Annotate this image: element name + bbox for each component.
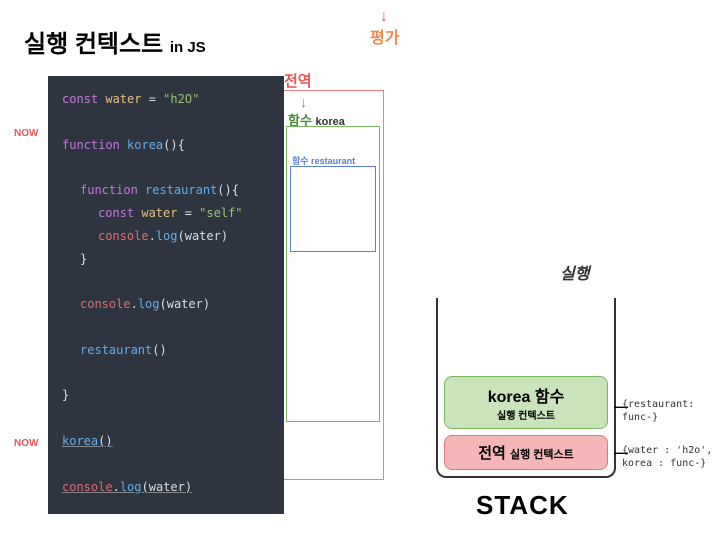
frame-subtitle: 실행 컨텍스트 [510, 449, 574, 461]
frame-title: 전역 [478, 445, 510, 462]
title-main: 실행 컨텍스트 [24, 31, 163, 58]
stack-note-1: {restaurant: func-} [622, 398, 694, 424]
stack-label: STACK [476, 490, 569, 521]
global-box-label: 전역 [284, 70, 312, 91]
code-line: console.log(water) [62, 225, 270, 248]
code-line: console.log(water) [62, 293, 270, 316]
now-marker-2: NOW [14, 438, 38, 449]
stack-frame-global: 전역 실행 컨텍스트 [444, 435, 608, 470]
stack-container: korea 함수 실행 컨텍스트 전역 실행 컨텍스트 [436, 298, 616, 478]
execution-label: 실행 [560, 260, 589, 284]
box-arrow-icon: ↓ [300, 94, 307, 110]
stack-note-2: {water : 'h2o', korea : func-} [622, 444, 712, 470]
restaurant-scope-box [290, 166, 376, 252]
code-line: console.log(water) [62, 476, 270, 499]
code-editor: const water = "h2O" function korea(){ fu… [48, 76, 284, 514]
frame-subtitle: 실행 컨텍스트 [449, 407, 603, 422]
code-line: function restaurant(){ [62, 179, 270, 202]
code-line: const water = "self" [62, 202, 270, 225]
eval-label: 평가 [370, 24, 399, 48]
code-line: } [62, 384, 270, 407]
code-line: function korea(){ [62, 134, 270, 157]
frame-title: korea 함수 [488, 389, 565, 406]
title-sub: in JS [170, 39, 206, 56]
code-line: } [62, 248, 270, 271]
code-line: restaurant() [62, 339, 270, 362]
page-title: 실행 컨텍스트 in JS [24, 24, 206, 59]
now-marker-1: NOW [14, 128, 38, 139]
code-line: korea() [62, 430, 270, 453]
stack-frame-korea: korea 함수 실행 컨텍스트 [444, 376, 608, 429]
code-line: const water = "h2O" [62, 88, 270, 111]
